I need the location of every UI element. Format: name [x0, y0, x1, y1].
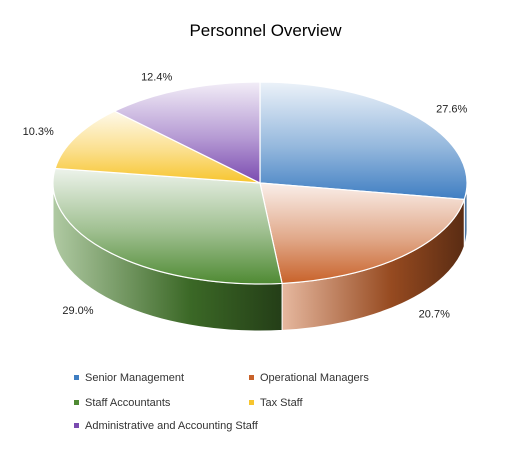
legend-label: Operational Managers [260, 372, 369, 384]
legend-label: Administrative and Accounting Staff [85, 420, 258, 432]
legend-label: Senior Management [85, 372, 185, 384]
pie-data-labels: 27.6% 20.7% 29.0% 10.3% 12.4% [23, 72, 468, 321]
data-label-senior-management: 27.6% [436, 104, 467, 116]
data-label-staff-accountants: 29.0% [62, 305, 93, 317]
pie-slice-administrative-and-accounting-staff [113, 81, 261, 184]
chart-legend: Senior Management Operational Managers S… [74, 371, 494, 441]
legend-item-administrative-and-accounting-staff: Administrative and Accounting Staff [74, 419, 258, 433]
data-label-tax-staff: 10.3% [23, 126, 54, 138]
legend-label: Staff Accountants [85, 397, 171, 409]
legend-swatch [74, 422, 79, 428]
legend-swatch [249, 399, 254, 405]
pie-slices [52, 81, 468, 285]
legend-label: Tax Staff [260, 397, 303, 409]
chart-title: Personnel Overview [189, 21, 342, 40]
legend-swatch [249, 374, 254, 380]
legend-swatch [74, 374, 79, 380]
data-label-administrative-and-accounting-staff: 12.4% [141, 72, 172, 84]
data-label-operational-managers: 20.7% [419, 309, 450, 321]
pie-slice-senior-management [259, 81, 468, 201]
legend-swatch [74, 399, 79, 405]
legend-item-senior-management: Senior Management [74, 371, 184, 385]
pie-slice-staff-accountants [52, 167, 283, 285]
pie-slice-operational-managers [259, 182, 466, 285]
legend-item-tax-staff: Tax Staff [249, 396, 303, 410]
legend-item-staff-accountants: Staff Accountants [74, 396, 170, 410]
legend-item-operational-managers: Operational Managers [249, 371, 369, 385]
pie-slice-tax-staff [54, 110, 261, 184]
